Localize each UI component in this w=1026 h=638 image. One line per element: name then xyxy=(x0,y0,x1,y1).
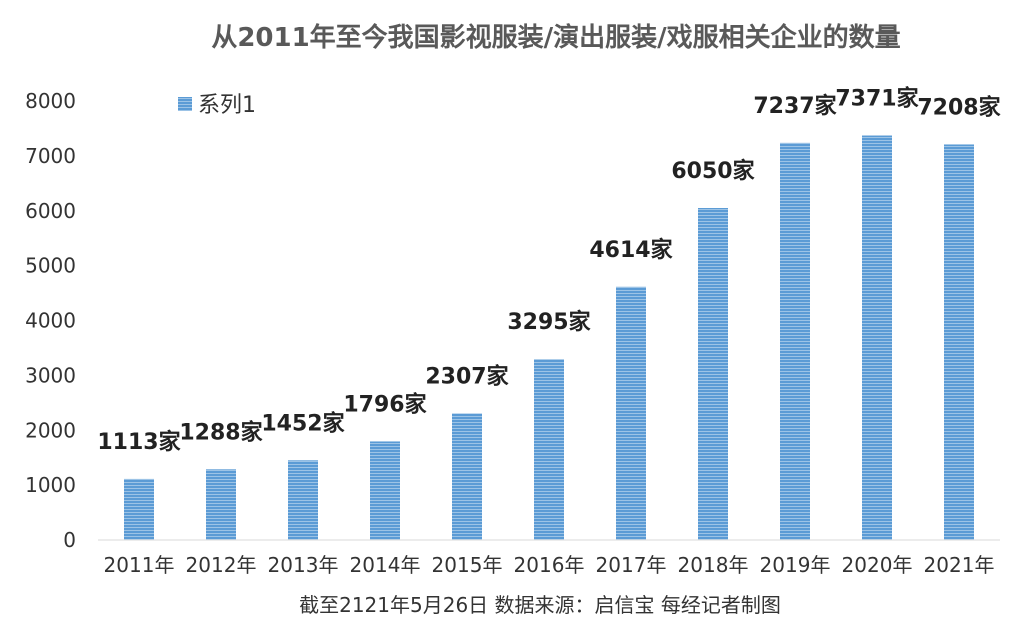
data-label: 7371家 xyxy=(835,86,919,112)
bars xyxy=(124,135,974,541)
bar xyxy=(944,144,974,540)
data-label: 1796家 xyxy=(343,391,427,417)
y-axis: 0 1000 2000 3000 4000 5000 6000 7000 8000 xyxy=(25,89,76,552)
chart-footer: 截至2121年5月26日 数据来源：启信宝 每经记者制图 xyxy=(299,593,781,617)
x-axis: 2011年 2012年 2013年 2014年 2015年 2016年 2017年 2018年… xyxy=(98,539,1000,577)
bar xyxy=(288,460,318,540)
bar xyxy=(862,135,892,541)
chart-title: 从2011年至今我国影视服装/演出服装/戏服相关企业的数量 xyxy=(211,22,900,53)
data-label: 4614家 xyxy=(589,237,673,263)
data-label: 1113家 xyxy=(97,429,181,455)
y-tick-label: 5000 xyxy=(25,254,76,278)
x-tick-label: 2015年 xyxy=(432,553,503,577)
legend: 系列1 xyxy=(178,93,256,118)
bar xyxy=(698,208,728,540)
bar xyxy=(206,469,236,540)
x-tick-label: 2014年 xyxy=(350,553,421,577)
y-tick-label: 2000 xyxy=(25,418,76,442)
y-tick-label: 4000 xyxy=(25,309,76,333)
x-tick-label: 2012年 xyxy=(186,553,257,577)
bar xyxy=(370,441,400,540)
data-label: 7208家 xyxy=(917,94,1001,120)
data-label: 6050家 xyxy=(671,158,755,184)
data-label: 2307家 xyxy=(425,363,509,389)
bar xyxy=(780,142,810,540)
x-tick-label: 2019年 xyxy=(760,553,831,577)
y-tick-label: 3000 xyxy=(25,363,76,387)
data-label: 1452家 xyxy=(261,410,345,436)
y-tick-label: 8000 xyxy=(25,89,76,113)
x-tick-label: 2017年 xyxy=(596,553,667,577)
y-tick-label: 0 xyxy=(63,528,76,552)
x-tick-label: 2020年 xyxy=(842,553,913,577)
bar xyxy=(452,413,482,540)
x-tick-label: 2016年 xyxy=(514,553,585,577)
legend-swatch xyxy=(178,97,192,111)
bar xyxy=(616,286,646,540)
x-tick-label: 2011年 xyxy=(104,553,175,577)
x-tick-label: 2018年 xyxy=(678,553,749,577)
data-label: 1288家 xyxy=(179,419,263,445)
data-label: 7237家 xyxy=(753,93,837,119)
bar xyxy=(124,478,154,540)
y-tick-label: 7000 xyxy=(25,144,76,168)
x-tick-label: 2021年 xyxy=(924,553,995,577)
y-tick-label: 6000 xyxy=(25,199,76,223)
y-tick-label: 1000 xyxy=(25,473,76,497)
bar xyxy=(534,359,564,540)
x-tick-label: 2013年 xyxy=(268,553,339,577)
legend-label: 系列1 xyxy=(198,93,256,118)
data-label: 3295家 xyxy=(507,309,591,335)
